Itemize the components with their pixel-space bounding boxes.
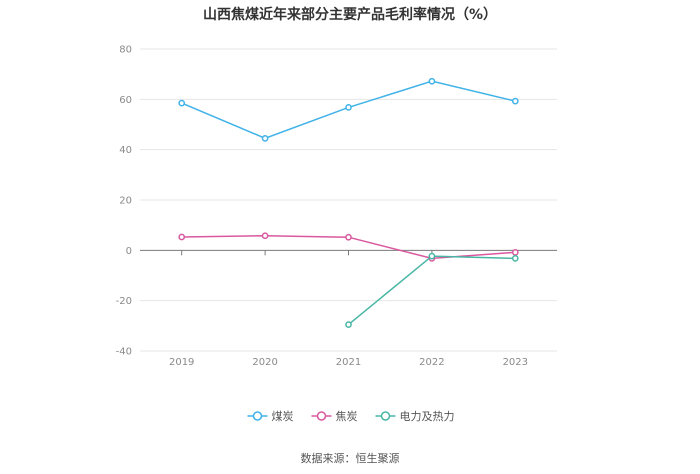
legend-marker <box>380 411 391 421</box>
series-lines <box>178 77 519 328</box>
data-point[interactable] <box>178 233 186 241</box>
x-tick-label: 2023 <box>503 357 528 368</box>
data-point[interactable] <box>178 99 186 107</box>
legend-item-1[interactable]: 煤炭 <box>247 410 294 423</box>
data-point[interactable] <box>511 255 519 262</box>
y-tick-label: 60 <box>119 95 132 106</box>
x-tick-label: 2022 <box>419 357 444 368</box>
axes: 80 60 40 20 0 -20 -40 2019 2020 2021 2022 2023 <box>116 45 557 368</box>
legend-label: 焦炭 <box>336 410 358 423</box>
legend: 煤炭 焦炭 电力及热力 <box>247 410 455 423</box>
data-point[interactable] <box>345 233 352 241</box>
y-tick-label: 0 <box>126 246 132 257</box>
y-tick-label: -20 <box>116 296 132 307</box>
legend-item-3[interactable]: 电力及热力 <box>375 410 455 423</box>
data-point[interactable] <box>261 232 269 240</box>
data-point[interactable] <box>345 104 352 111</box>
y-tick-label: 80 <box>119 45 132 56</box>
legend-label: 电力及热力 <box>400 410 455 423</box>
legend-marker <box>252 411 263 421</box>
y-tick-label: -40 <box>116 347 132 358</box>
series-3 <box>345 252 519 328</box>
legend-item-2[interactable]: 焦炭 <box>311 410 358 423</box>
y-tick-label: 40 <box>119 145 132 156</box>
data-point[interactable] <box>511 248 519 256</box>
series-1 <box>178 77 519 142</box>
chart-title: 山西焦煤近年来部分主要产品毛利率情况（%） <box>202 7 498 23</box>
legend-label: 煤炭 <box>272 410 294 423</box>
data-point[interactable] <box>261 134 269 142</box>
data-point[interactable] <box>428 77 436 85</box>
data-point[interactable] <box>345 321 352 328</box>
source-note: 数据来源：恒生聚源 <box>300 452 400 465</box>
y-tick-label: 20 <box>119 196 132 207</box>
data-point[interactable] <box>428 252 436 260</box>
x-tick-label: 2020 <box>252 357 277 368</box>
x-tick-label: 2019 <box>169 357 194 368</box>
series-line <box>348 255 516 326</box>
x-tick-label: 2021 <box>336 357 361 368</box>
data-point[interactable] <box>511 97 519 105</box>
grid-lines <box>140 48 557 352</box>
legend-marker <box>316 411 327 421</box>
